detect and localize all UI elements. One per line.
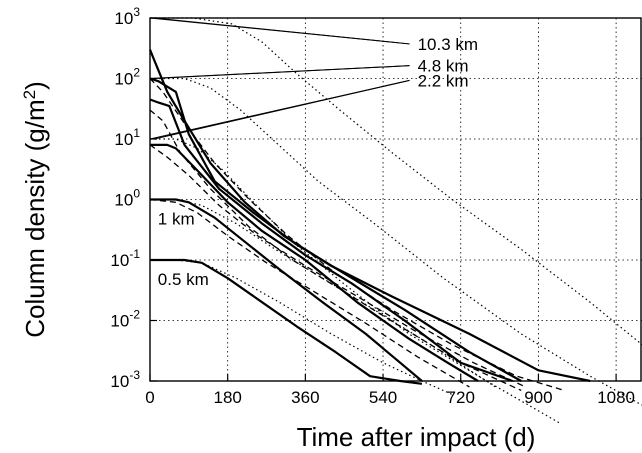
series-line-solid-7 (149, 98, 513, 383)
series-line-dashed-12 (149, 109, 522, 391)
series-line-solid-6 (149, 77, 522, 382)
y-tick-label: 101 (114, 126, 140, 149)
x-tick-label: 0 (145, 388, 154, 407)
series-lines (148, 17, 642, 424)
series-line-solid-10 (150, 258, 423, 385)
annotation-leader-line (154, 79, 410, 140)
annotation-leader-line (154, 17, 410, 45)
annotation-leader-lines (149, 17, 410, 140)
y-tick-label: 100 (114, 187, 140, 210)
x-tick-label: 180 (213, 388, 241, 407)
y-tick-label: 10-2 (110, 308, 140, 331)
y-axis-title-base: Column density (g/m (20, 99, 50, 337)
y-tick-labels: 103 102 101 100 10-1 10-2 10-3 (110, 5, 140, 391)
y-axis-title: Column density (g/m2) (20, 81, 51, 338)
y-tick-label: 10-1 (110, 247, 140, 270)
annotation-labels: 10.3 km 4.8 km2.2 km 1 km 0.5 km (158, 35, 478, 289)
y-tick-label: 103 (114, 5, 140, 28)
x-axis-title: Time after impact (d) (297, 422, 536, 452)
series-line-dotted-3 (150, 198, 496, 388)
x-tick-label: 720 (447, 388, 475, 407)
x-tick-label: 900 (524, 388, 552, 407)
x-tick-labels: 0 180 360 540 720 900 1080 (145, 388, 635, 407)
annotation-label: 0.5 km (158, 270, 209, 289)
annotation-label: 2.2 km (418, 71, 469, 90)
annotation-label: 10.3 km (418, 35, 478, 54)
y-tick-label: 102 (114, 66, 140, 89)
y-axis-title-close: ) (20, 81, 50, 90)
x-tick-label: 540 (369, 388, 397, 407)
annotation-leader-line (154, 65, 410, 79)
series-line-solid-9 (150, 198, 423, 382)
series-line-dashed-13 (149, 144, 526, 388)
series-line-solid-5 (148, 49, 591, 383)
series-line-solid-8 (150, 143, 479, 382)
tick-marks (149, 17, 617, 382)
annotation-label: 4.8 km (418, 57, 469, 76)
series-line-dotted-0 (150, 17, 642, 346)
series-line-dashed-14 (149, 198, 470, 388)
series-line-dashed-11 (149, 78, 565, 392)
x-tick-label: 1080 (597, 388, 635, 407)
y-tick-label: 10-3 (110, 368, 140, 391)
y-axis-title-superscript: 2 (20, 90, 39, 99)
annotation-label: 1 km (158, 209, 195, 228)
series-line-dotted-1 (150, 77, 642, 406)
x-tick-label: 360 (291, 388, 319, 407)
